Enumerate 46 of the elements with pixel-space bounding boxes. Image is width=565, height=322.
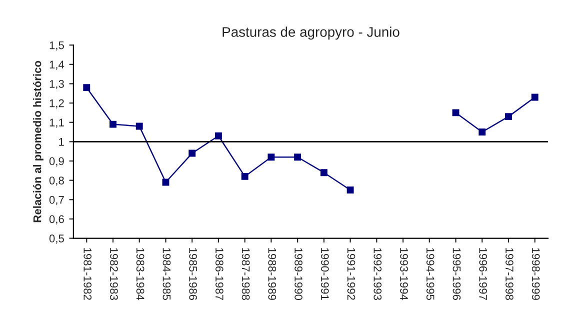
x-tick-label: 1981-1982	[84, 248, 92, 300]
y-axis-title: Relación al promedio histórico	[32, 60, 44, 222]
point	[478, 128, 486, 136]
point	[320, 169, 328, 176]
y-tick-label: 1,2	[50, 99, 64, 108]
point	[188, 150, 196, 157]
x-tick-label: 1985-1986	[189, 248, 197, 300]
x-tick-label: 1992-1993	[374, 248, 382, 300]
x-tick-label: 1983-1984	[136, 248, 144, 300]
x-tick-label: 1988-1989	[268, 248, 276, 300]
y-tick-label: 1	[59, 138, 64, 146]
point	[136, 122, 143, 130]
y-tick-label: 1,4	[50, 60, 64, 70]
point	[83, 84, 90, 92]
point	[452, 109, 460, 116]
x-tick-label: 1997-1998	[506, 248, 514, 300]
point	[162, 178, 170, 186]
y-tick-label: 1,3	[50, 80, 64, 90]
point	[241, 172, 248, 180]
x-tick-label: 1993-1994	[400, 248, 408, 300]
x-tick-label: 1998-1999	[532, 248, 540, 300]
y-tick-label: 1,1	[50, 118, 64, 128]
x-tick-label: 1991-1992	[347, 248, 356, 300]
x-tick-label: 1982-1983	[110, 248, 118, 300]
point	[110, 120, 116, 128]
y-tick-label: 0,9	[49, 157, 64, 166]
x-tick-label: 1994-1995	[426, 248, 434, 300]
point	[346, 186, 354, 194]
x-tick-label: 1984-1985	[162, 248, 171, 300]
point	[268, 154, 275, 161]
y-tick-label: 0,5	[49, 234, 64, 244]
y-tick-label: 0,6	[49, 215, 64, 224]
point	[214, 132, 222, 140]
x-tick-label: 1990-1991	[320, 248, 329, 300]
y-tick-label: 1,5	[50, 41, 64, 51]
x-tick-label: 1987-1988	[242, 248, 250, 300]
x-tick-label: 1995-1996	[452, 248, 461, 300]
chart-title: Pasturas de agropyro - Junio	[222, 26, 400, 40]
y-tick-label: 0,8	[49, 176, 64, 186]
y-tick-label: 0,7	[49, 196, 64, 206]
point	[505, 113, 512, 120]
x-tick-label: 1986-1987	[215, 248, 224, 300]
x-tick-label: 1989-1990	[294, 248, 302, 300]
point	[294, 154, 302, 161]
point	[531, 94, 538, 101]
x-tick-label: 1996-1997	[479, 248, 488, 300]
